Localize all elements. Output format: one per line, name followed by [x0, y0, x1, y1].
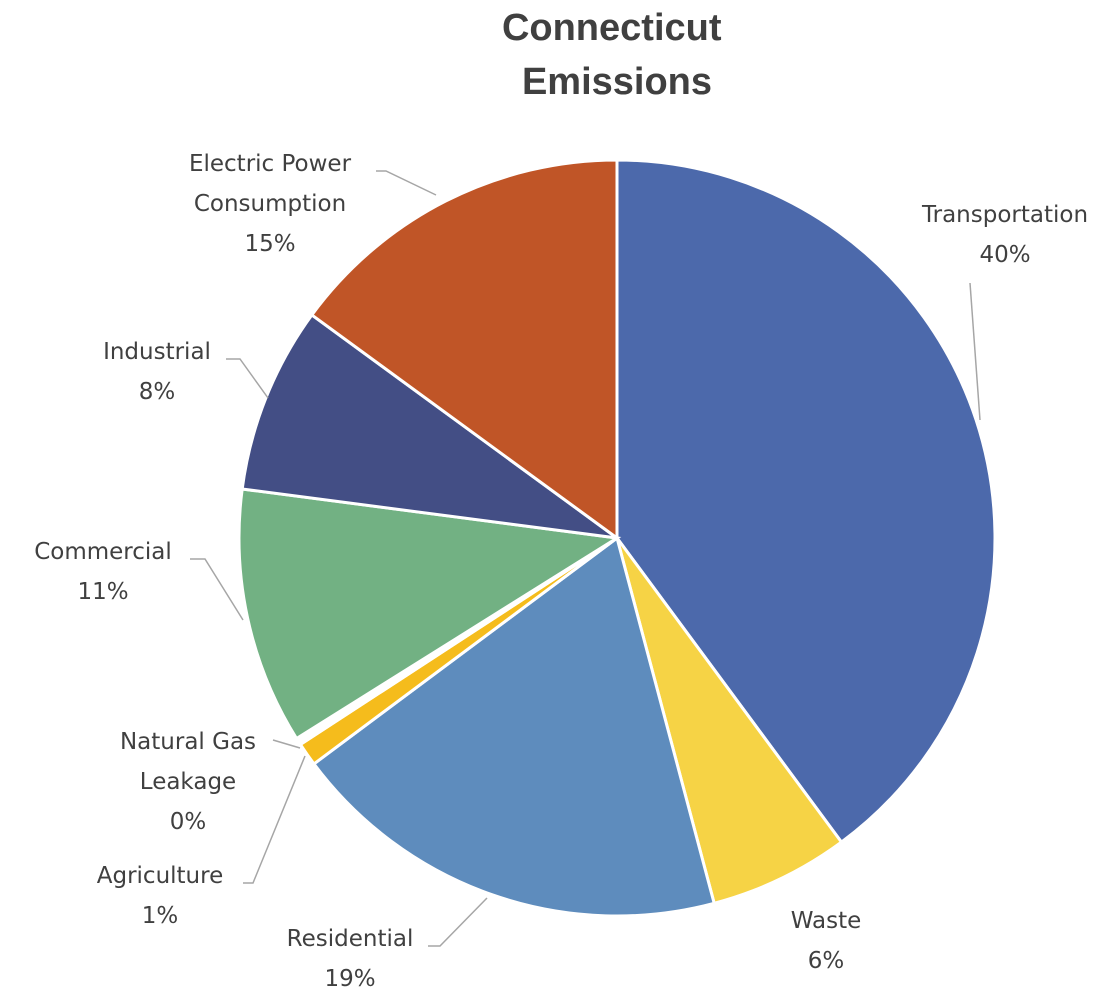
slice-percent: 1% — [142, 903, 179, 929]
leader-line-industrial — [226, 358, 269, 399]
slice-name: Natural Gas — [120, 729, 256, 755]
pie-slice-electric-power-consumption — [309, 158, 619, 541]
slice-label-residential: Residential 19% — [287, 926, 414, 992]
leader-line-residential — [428, 897, 488, 947]
leader-line-electric-power-consumption — [376, 170, 437, 196]
pie-slice-waste — [615, 537, 844, 906]
slice-label-transportation: Transportation 40% — [921, 202, 1088, 268]
slice-label-natural-gas-leakage: Natural Gas Leakage 0% — [120, 729, 256, 835]
slice-label-industrial: Industrial 8% — [103, 339, 211, 405]
chart-title-line-2: Emissions — [522, 61, 712, 103]
slice-percent: 0% — [170, 809, 207, 835]
slice-name: Agriculture — [97, 863, 224, 889]
slice-percent: 15% — [244, 231, 295, 257]
slice-label-agriculture: Agriculture 1% — [97, 863, 224, 929]
chart-title-line-1: Connecticut — [502, 7, 722, 49]
leader-line-agriculture — [243, 755, 306, 884]
slice-percent: 40% — [979, 242, 1030, 268]
leader-line-commercial — [190, 558, 244, 621]
slice-labels: Transportation 40% Waste 6% Residential 19% Ag… — [34, 151, 1088, 992]
slice-name: Commercial — [34, 539, 172, 565]
pie-slice-industrial — [240, 312, 618, 540]
slice-label-waste: Waste 6% — [791, 908, 862, 974]
slice-label-commercial: Commercial 11% — [34, 539, 172, 605]
slice-percent: 8% — [139, 379, 176, 405]
pie-slice-commercial — [237, 487, 622, 741]
leader-line-natural-gas-leakage — [272, 739, 301, 749]
slice-name: Electric Power — [189, 151, 352, 177]
slice-name: Leakage — [140, 769, 236, 795]
slice-name: Consumption — [194, 191, 346, 217]
pie-slices — [237, 158, 997, 918]
slice-label-electric-power-consumption: Electric Power Consumption 15% — [189, 151, 352, 257]
chart-title: Connecticut Emissions — [502, 7, 732, 103]
leader-line-transportation — [969, 282, 981, 421]
slice-name: Transportation — [921, 202, 1088, 228]
slice-percent: 19% — [324, 966, 375, 992]
slice-name: Industrial — [103, 339, 211, 365]
leader-lines — [190, 170, 981, 947]
slice-name: Residential — [287, 926, 414, 952]
pie-slice-transportation — [615, 158, 997, 845]
slice-name: Waste — [791, 908, 862, 934]
slice-percent: 6% — [808, 948, 845, 974]
pie-slice-residential — [311, 535, 717, 918]
slice-percent: 11% — [77, 579, 128, 605]
